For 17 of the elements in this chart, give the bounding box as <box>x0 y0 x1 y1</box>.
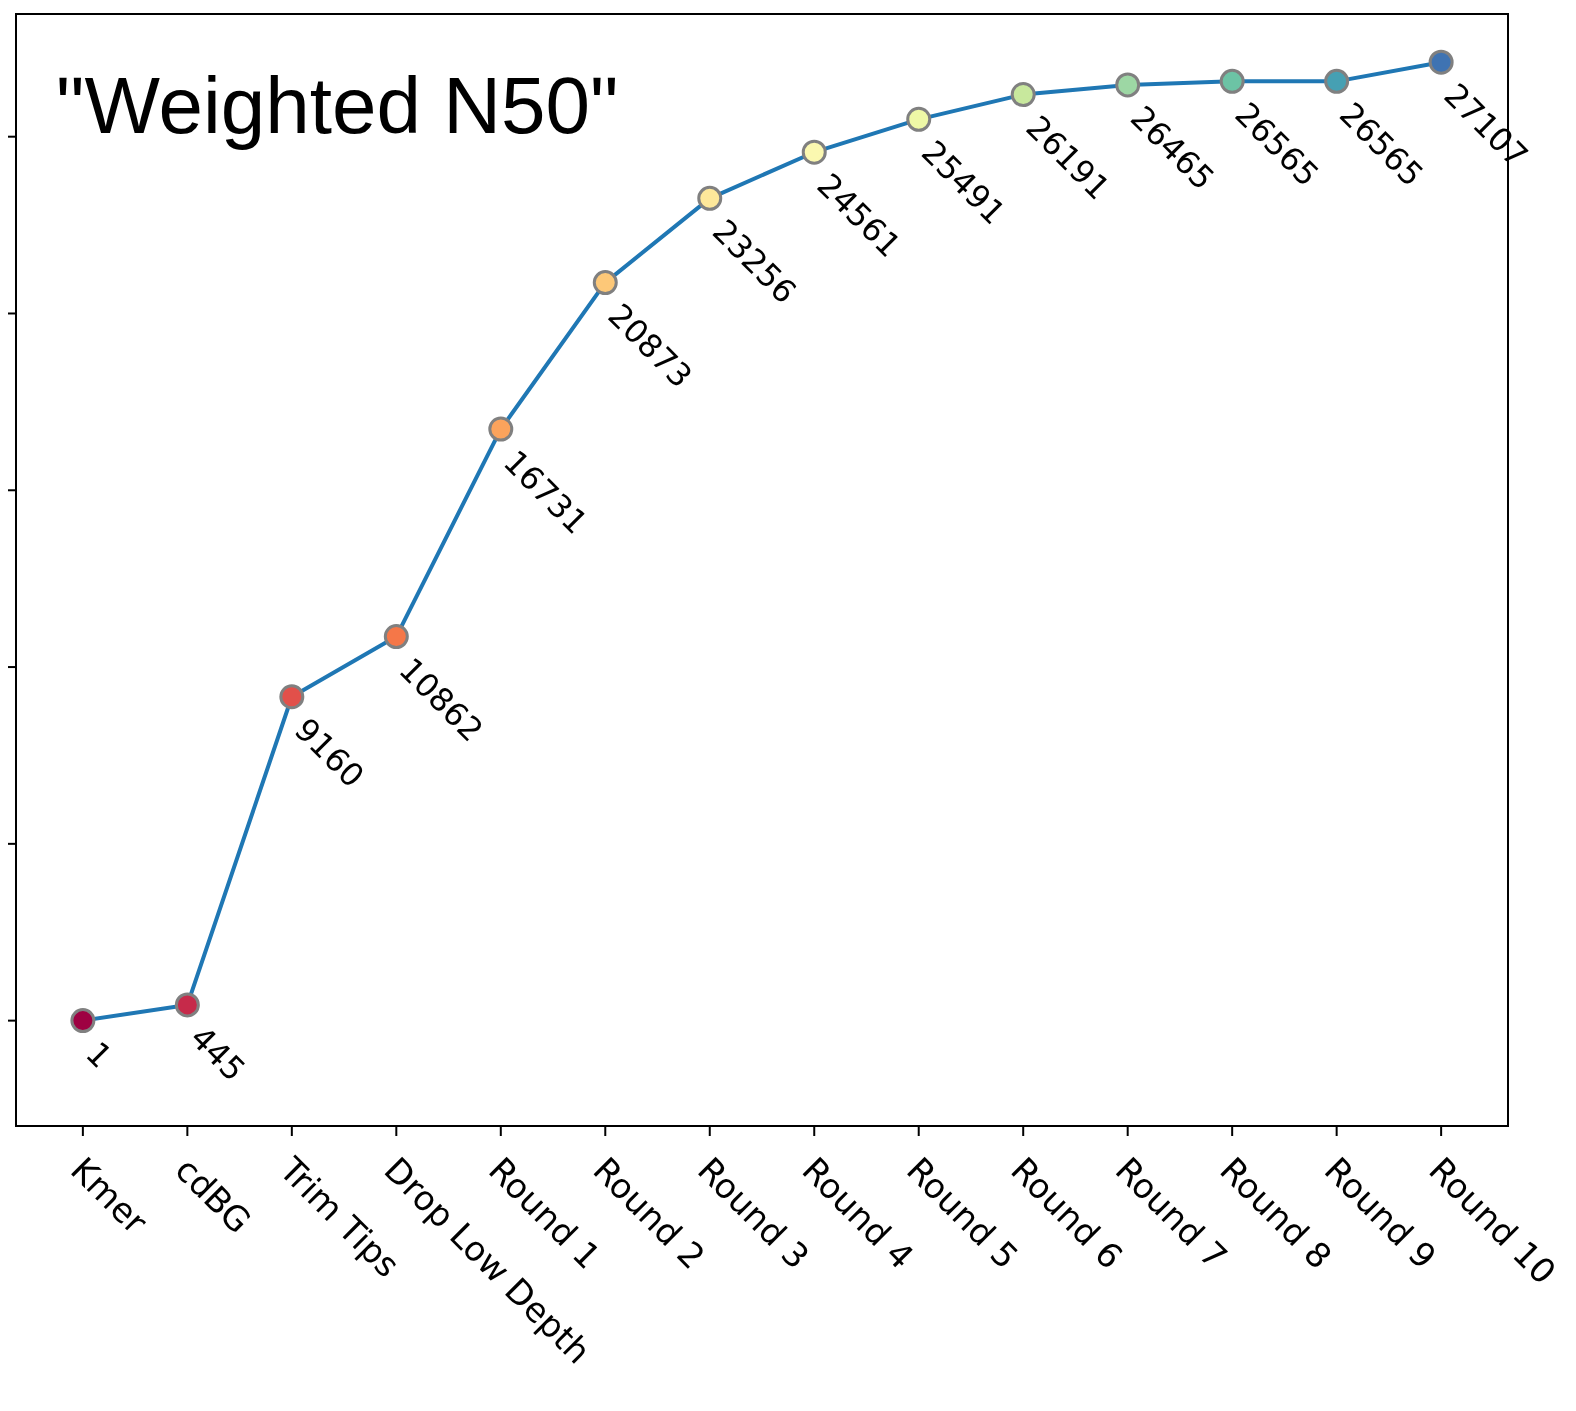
point <box>1219 68 1245 94</box>
point <box>1428 49 1454 75</box>
text: "Weighted N50" <box>56 61 619 150</box>
point <box>801 139 827 165</box>
point <box>1115 72 1141 98</box>
data-label: 445 <box>182 1018 253 1089</box>
point <box>1010 82 1036 108</box>
point <box>592 270 618 296</box>
point <box>906 106 932 132</box>
point <box>697 185 723 211</box>
point <box>1324 68 1350 94</box>
data-label: 1 <box>78 1034 120 1076</box>
point <box>70 1008 96 1034</box>
point <box>174 992 200 1018</box>
point <box>383 624 409 650</box>
point <box>488 416 514 442</box>
point <box>279 684 305 710</box>
